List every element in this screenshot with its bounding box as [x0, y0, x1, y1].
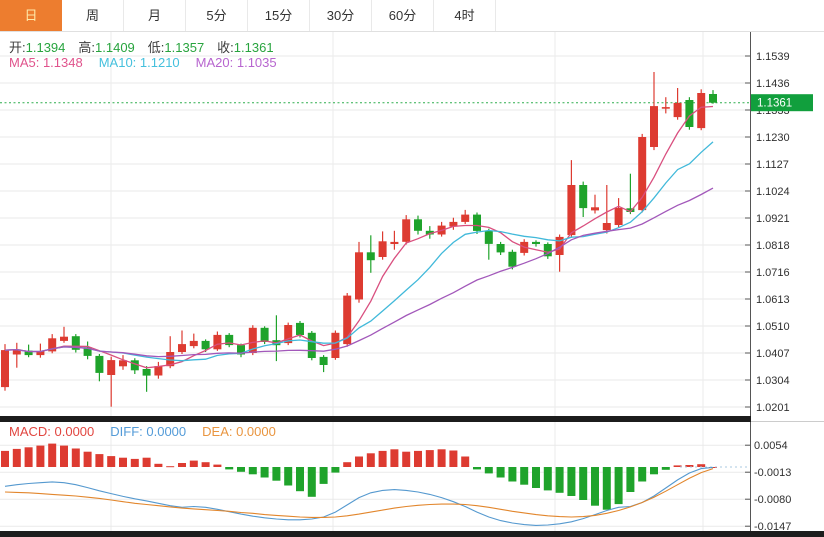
ma20-line	[4, 187, 714, 358]
ohlc-row-close: 收:1.1361	[217, 40, 274, 55]
axis-separator	[751, 421, 824, 422]
svg-text:-0.0147: -0.0147	[754, 521, 791, 531]
candles	[1, 72, 717, 407]
current-price-badge: 1.1361	[751, 94, 813, 112]
svg-text:1.1230: 1.1230	[756, 132, 790, 144]
ma-legend: MA5: 1.1348 MA10: 1.1210 MA20: 1.1035	[9, 55, 293, 70]
macd-row-diff: DIFF: 0.0000	[110, 424, 187, 439]
dea-line	[4, 468, 714, 518]
svg-text:1.1127: 1.1127	[756, 159, 789, 171]
svg-text:1.0613: 1.0613	[756, 294, 790, 306]
tab-5min[interactable]: 5分	[186, 0, 248, 31]
ma5-line	[4, 105, 714, 369]
ohlc-row-high: 高:1.1409	[78, 40, 135, 55]
panel-separator	[0, 416, 751, 422]
price-chart[interactable]: 1.15391.14361.13331.12301.11271.10241.09…	[0, 32, 824, 416]
bottom-bar	[0, 531, 824, 537]
tab-week[interactable]: 周	[62, 0, 124, 31]
svg-text:1.1361: 1.1361	[757, 98, 792, 110]
macd-histogram	[1, 443, 717, 510]
svg-text:1.1539: 1.1539	[756, 51, 790, 63]
svg-text:0.0054: 0.0054	[754, 440, 788, 452]
svg-text:1.0407: 1.0407	[756, 348, 790, 360]
ohlc-readout: 开:1.1394 高:1.1409 低:1.1357 收:1.1361	[9, 37, 287, 56]
diff-line	[4, 466, 714, 526]
svg-text:1.0921: 1.0921	[756, 213, 790, 225]
ma-row-ma5: MA5: 1.1348	[9, 55, 83, 70]
timeframe-tabbar: 日周月 5分 15分 30分 60分 4时	[0, 0, 824, 32]
ohlc-row-low: 低:1.1357	[147, 40, 205, 55]
tab-4hour[interactable]: 4时	[434, 0, 496, 31]
svg-text:1.1024: 1.1024	[756, 186, 790, 198]
svg-text:1.0818: 1.0818	[756, 240, 790, 252]
tab-30min[interactable]: 30分	[310, 0, 372, 31]
svg-text:1.0201: 1.0201	[756, 402, 790, 414]
svg-text:1.1436: 1.1436	[756, 78, 790, 90]
svg-text:-0.0080: -0.0080	[754, 494, 791, 506]
tab-60min[interactable]: 60分	[372, 0, 434, 31]
tab-month[interactable]: 月	[124, 0, 186, 31]
svg-text:-0.0013: -0.0013	[754, 467, 791, 479]
ma-row-ma10: MA10: 1.1210	[98, 55, 180, 70]
svg-text:1.0510: 1.0510	[756, 321, 790, 333]
macd-row-macd: MACD: 0.0000	[9, 424, 95, 439]
tab-day[interactable]: 日	[0, 0, 62, 31]
svg-text:1.0304: 1.0304	[756, 375, 790, 387]
macd-chart[interactable]: 0.0054 -0.0013 -0.0080 -0.0147	[0, 422, 824, 531]
macd-row-dea: DEA: 0.0000	[202, 424, 276, 439]
ohlc-row-open: 开:1.1394	[9, 40, 66, 55]
ma-row-ma20: MA20: 1.1035	[195, 55, 277, 70]
svg-text:1.0716: 1.0716	[756, 267, 790, 279]
macd-legend: MACD: 0.0000 DIFF: 0.0000 DEA: 0.0000	[9, 424, 292, 439]
tab-15min[interactable]: 15分	[248, 0, 310, 31]
